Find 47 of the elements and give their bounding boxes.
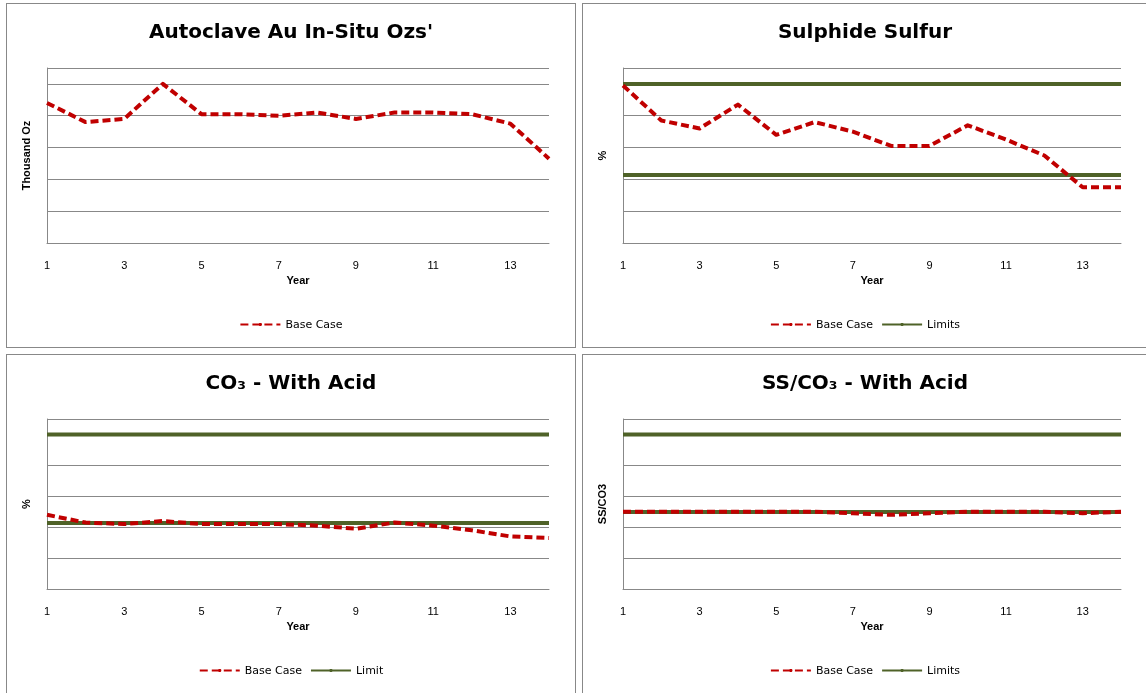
x-tick-label: 11 (427, 258, 439, 271)
legend-label: Limit (355, 664, 384, 677)
chart-title: Autoclave Au In-Situ Ozs' (148, 19, 434, 43)
x-axis-title: Year (860, 274, 885, 287)
x-tick-label: 13 (1076, 258, 1089, 271)
x-tick-label: 7 (275, 258, 282, 271)
x-tick-label: 1 (619, 258, 627, 271)
x-tick-label: 5 (198, 258, 205, 271)
x-tick-label: 1 (43, 258, 51, 271)
x-tick-label: 3 (121, 604, 128, 617)
x-tick-label: 11 (1000, 604, 1012, 617)
x-axis-title: Year (286, 274, 311, 287)
x-tick-label: 3 (696, 258, 703, 271)
y-axis-title: SS/CO3 (595, 483, 608, 525)
chart-title: CO₃ - With Acid (205, 370, 377, 394)
x-tick-label: 7 (275, 604, 282, 617)
x-tick-label: 13 (504, 604, 517, 617)
legend-label: Base Case (285, 318, 343, 331)
legend-label: Base Case (815, 318, 874, 331)
x-tick-label: 11 (1000, 258, 1012, 271)
x-tick-label: 1 (619, 604, 627, 617)
y-axis-title: Thousand Oz (19, 120, 32, 191)
x-axis-title: Year (286, 620, 311, 633)
chart-title: Sulphide Sulfur (777, 19, 953, 43)
x-tick-label: 9 (352, 258, 359, 271)
x-tick-label: 13 (504, 258, 517, 271)
x-tick-label: 7 (849, 258, 856, 271)
legend-label: Base Case (244, 664, 303, 677)
x-tick-label: 5 (198, 604, 205, 617)
x-tick-label: 13 (1076, 604, 1089, 617)
x-tick-label: 5 (773, 258, 780, 271)
x-tick-label: 3 (696, 604, 703, 617)
y-axis-title: % (595, 150, 608, 161)
chart-title: SS/CO₃ - With Acid (761, 370, 969, 394)
x-tick-label: 1 (43, 604, 51, 617)
x-axis-title: Year (860, 620, 885, 633)
y-axis-title: % (19, 498, 32, 509)
x-tick-label: 7 (849, 604, 856, 617)
x-tick-label: 11 (427, 604, 439, 617)
x-tick-label: 9 (926, 258, 933, 271)
x-tick-label: 9 (352, 604, 359, 617)
legend-label: Limits (927, 664, 961, 677)
legend-label: Base Case (815, 664, 874, 677)
legend-label: Limits (927, 318, 961, 331)
x-tick-label: 9 (926, 604, 933, 617)
x-tick-label: 5 (773, 604, 780, 617)
x-tick-label: 3 (121, 258, 128, 271)
